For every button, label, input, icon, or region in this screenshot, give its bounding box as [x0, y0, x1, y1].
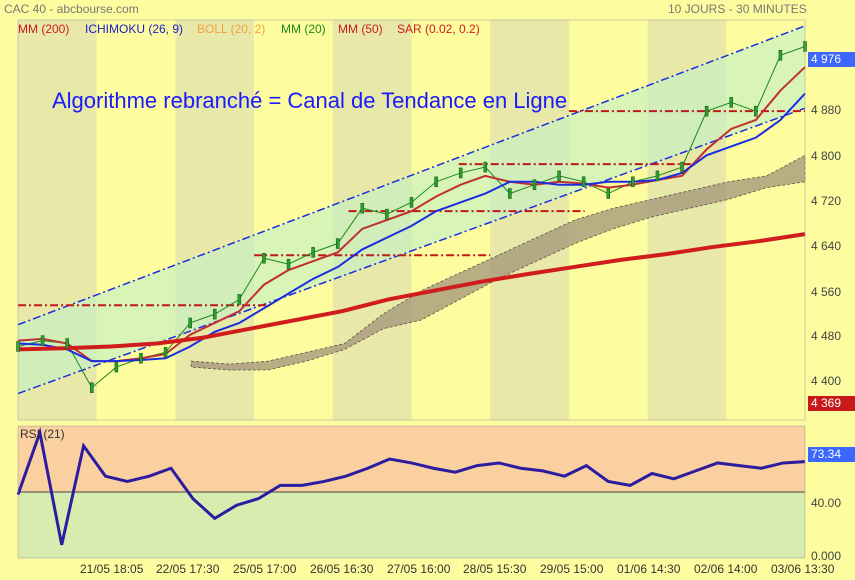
y-tick-label: 4 400: [811, 374, 842, 388]
price-candle: [754, 105, 758, 117]
legend-mm200: MM (200): [18, 22, 70, 36]
price-candle: [65, 338, 69, 349]
x-tick-label: 22/05 17:30: [156, 562, 220, 576]
price-candle: [631, 176, 635, 188]
day-band: [490, 20, 569, 420]
main-panel-border: [17, 19, 806, 421]
x-tick-label: 29/05 15:00: [540, 562, 604, 576]
price-candle: [262, 252, 266, 264]
x-tick-label: 01/06 14:30: [617, 562, 681, 576]
price-candle: [458, 167, 463, 179]
legend-mm50: MM (50): [338, 22, 383, 36]
price-candle: [606, 188, 610, 199]
day-band: [175, 20, 255, 420]
price-candle: [139, 352, 143, 364]
rsi-overbought-zone: [18, 426, 805, 492]
price-candle: [40, 335, 45, 346]
y-tick-label: 4 560: [811, 285, 842, 299]
price-candle: [188, 317, 192, 329]
x-tick-label: 21/05 18:05: [80, 562, 144, 576]
price-candle: [508, 188, 512, 199]
legend-boll: BOLL (20, 2): [197, 22, 266, 36]
price-candle: [385, 208, 389, 220]
series-line-kijun: [17, 92, 806, 363]
price-candle: [114, 361, 119, 373]
mm200-badge: 4 369: [808, 396, 855, 411]
x-tick-label: 25/05 17:00: [233, 562, 297, 576]
rsi-badge: 73.34: [808, 447, 855, 462]
trend-channel-fill: [18, 25, 805, 394]
chart-header-left: CAC 40 - abcbourse.com: [4, 2, 139, 16]
price-candle: [360, 202, 365, 214]
y-tick-label: 4 800: [811, 149, 842, 163]
price-candle: [729, 97, 733, 108]
price-candle: [311, 247, 315, 258]
price-candle: [680, 161, 684, 173]
y-tick-label: 4 880: [811, 103, 842, 117]
price-candle: [557, 170, 561, 182]
price-candle: [532, 179, 537, 190]
x-tick-label: 03/06 13:30: [771, 562, 835, 576]
x-tick-label: 02/06 14:00: [694, 562, 758, 576]
price-candle: [335, 238, 340, 249]
price-candle: [237, 294, 242, 305]
rsi-label: RSI (21): [20, 427, 65, 441]
series-line-mm-200-: [17, 232, 806, 352]
legend-mm20: MM (20): [281, 22, 326, 36]
rsi-line: [16, 426, 806, 546]
last-price-badge: 4 976: [808, 52, 855, 67]
x-tick-label: 26/05 16:30: [310, 562, 374, 576]
chart-annotation: Algorithme rebranché = Canal de Tendance…: [52, 88, 568, 113]
price-candle: [163, 347, 168, 358]
rsi-tick-label: 0.000: [811, 549, 842, 563]
y-tick-label: 4 480: [811, 329, 842, 343]
rsi-panel-border: [17, 425, 806, 559]
series-line-mm-20-: [17, 66, 806, 363]
price-candle: [483, 161, 488, 173]
price-candle: [581, 176, 586, 188]
x-tick-label: 28/05 15:30: [463, 562, 527, 576]
price-candle: [409, 197, 414, 208]
chart-header-right: 10 JOURS - 30 MINUTES: [668, 2, 807, 16]
price-candle: [90, 382, 94, 393]
price-candle: [704, 105, 709, 117]
price-candle: [434, 176, 438, 188]
price-candle: [655, 170, 660, 182]
channel-upper-line: [17, 25, 806, 326]
y-tick-label: 4 720: [811, 194, 842, 208]
rsi-oversold-zone: [18, 492, 805, 558]
rsi-tick-label: 40.00: [811, 496, 842, 510]
price-candle: [778, 50, 783, 61]
y-tick-label: 4 640: [811, 239, 842, 253]
x-tick-label: 27/05 16:00: [387, 562, 451, 576]
price-candle: [286, 258, 291, 270]
legend-sar: SAR (0.02, 0.2): [397, 22, 480, 36]
price-candle: [213, 308, 217, 320]
legend-ichimoku: ICHIMOKU (26, 9): [85, 22, 184, 36]
